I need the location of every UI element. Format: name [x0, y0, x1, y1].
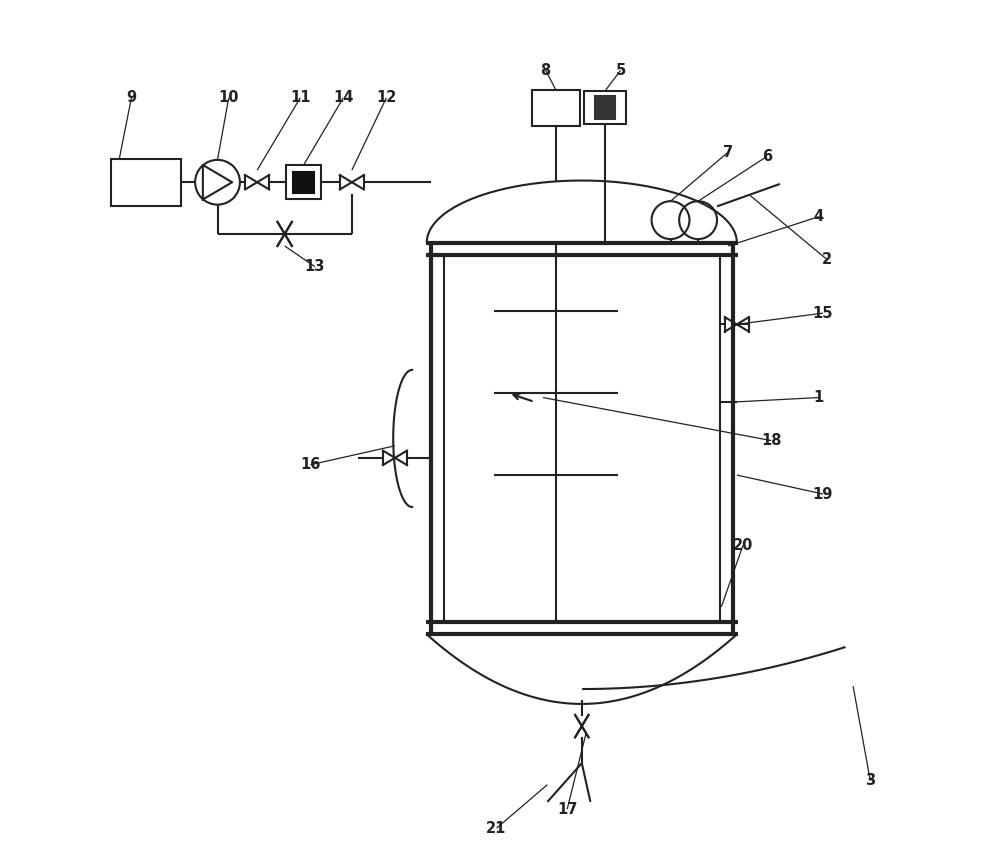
Text: 20: 20: [733, 538, 753, 553]
Text: 16: 16: [300, 457, 321, 473]
Bar: [293, 172, 314, 193]
Bar: [111, 159, 181, 206]
Text: 7: 7: [723, 144, 733, 160]
Text: 10: 10: [218, 91, 239, 105]
Text: 19: 19: [813, 486, 833, 501]
Text: 1: 1: [814, 390, 824, 405]
Bar: [595, 96, 615, 118]
Text: 13: 13: [305, 259, 325, 274]
Text: 9: 9: [126, 91, 136, 105]
Text: 2: 2: [822, 252, 832, 267]
Text: 5: 5: [615, 63, 626, 78]
Text: 3: 3: [865, 773, 875, 788]
Text: 4: 4: [814, 209, 824, 224]
Text: 21: 21: [486, 821, 507, 835]
Text: 12: 12: [376, 91, 397, 105]
Text: 18: 18: [761, 433, 782, 448]
Bar: [584, 91, 626, 124]
Text: 8: 8: [541, 63, 551, 78]
Text: 14: 14: [333, 91, 353, 105]
Bar: [532, 90, 580, 126]
Bar: [286, 165, 321, 200]
Text: 11: 11: [290, 91, 310, 105]
Text: 15: 15: [813, 306, 833, 321]
Text: 6: 6: [762, 149, 772, 164]
Text: 17: 17: [557, 802, 577, 816]
